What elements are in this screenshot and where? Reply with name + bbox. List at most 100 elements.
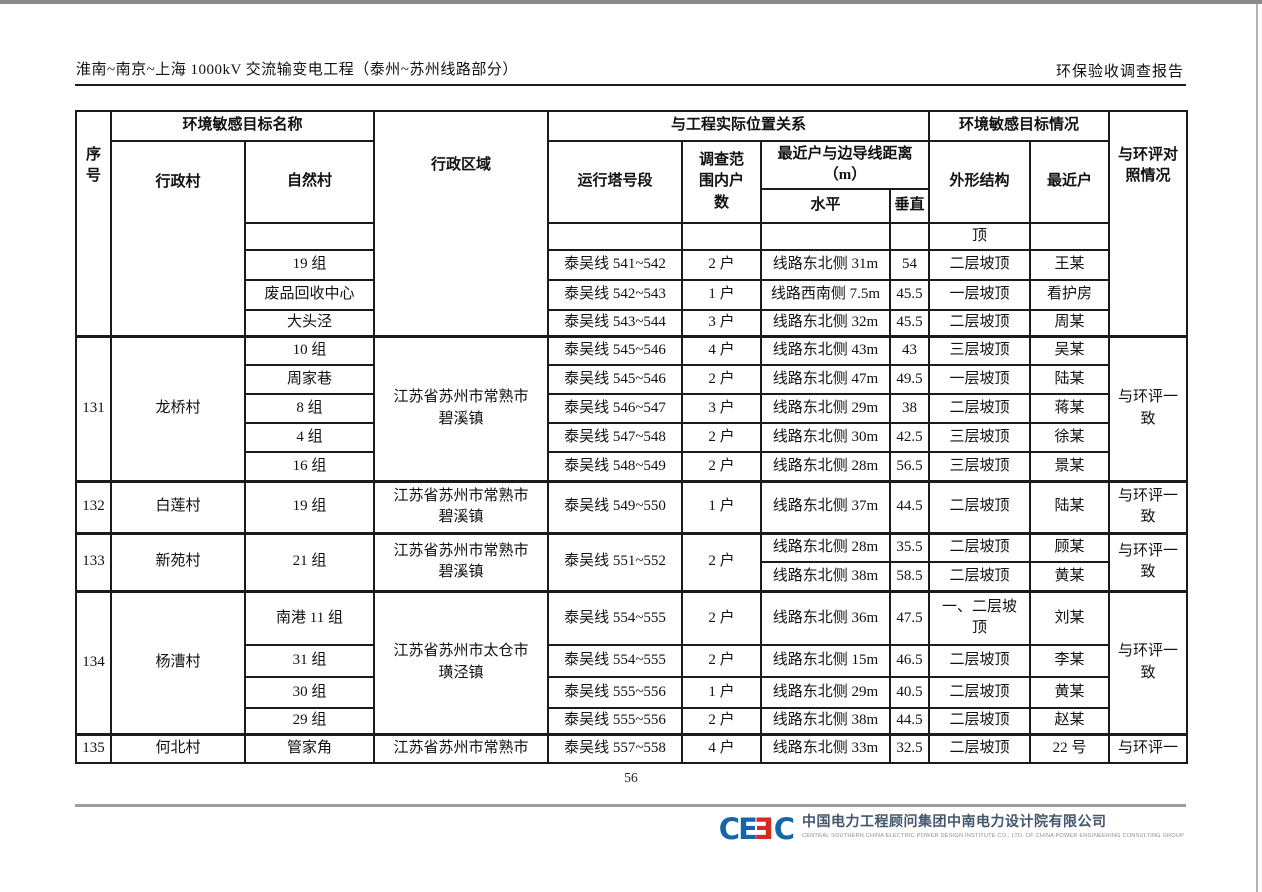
cell-nearest-household: 吴某 — [1029, 334, 1110, 366]
header-divider — [75, 84, 1186, 86]
cell-admin-region: 江苏省苏州市常熟市 碧溪镇 — [373, 479, 549, 534]
header-status-group: 环境敏感目标情况 — [928, 110, 1110, 142]
table-row: 8 组 泰吴线 546~547 3 户 线路东北侧 29m 38 二层坡顶 蒋某 — [76, 393, 1187, 424]
cell-nearest-household: 陆某 — [1029, 479, 1110, 534]
cell-horizontal-distance: 线路西南侧 7.5m — [760, 279, 891, 311]
header-label: 行政村 — [155, 174, 201, 191]
cell-tower-section: 泰吴线 548~549 — [547, 451, 683, 482]
table-row: 31 组 泰吴线 554~555 2 户 线路东北侧 15m 46.5 二层坡顶… — [76, 644, 1187, 678]
cell-structure: 二层坡顶 — [928, 479, 1031, 534]
cell-vertical-distance: 49.5 — [889, 364, 930, 395]
page-top-border — [0, 0, 1262, 4]
cell-household-count: 2 户 — [681, 249, 762, 281]
cell-household-count: 2 户 — [681, 707, 762, 735]
cell-natural-village: 21 组 — [244, 531, 375, 592]
cell-structure: 二层坡顶 — [928, 732, 1031, 764]
cell-household-count: 2 户 — [681, 422, 762, 453]
cell-natural-village: 16 组 — [244, 451, 375, 482]
header-label: 序 号 — [85, 146, 101, 184]
table-row: 133 新苑村 21 组 江苏省苏州市常熟市 碧溪镇 泰吴线 551~552 2… — [75, 531, 1188, 592]
cell-structure: 一层坡顶 — [928, 279, 1031, 311]
cell-natural-village: 管家角 — [244, 732, 375, 764]
cell-structure: 三层坡顶 — [928, 334, 1031, 366]
header-label: 行政区域 — [430, 157, 491, 174]
cell-eia-comparison: 与环评一 致 — [1108, 479, 1188, 534]
cell-nearest-household: 顾某 — [1029, 531, 1110, 563]
cell-admin-village: 何北村 — [110, 732, 246, 764]
cell-nearest-household: 王某 — [1029, 249, 1110, 281]
report-type: 环保验收调查报告 — [1055, 64, 1184, 80]
header-structure: 外形结构 — [928, 140, 1031, 224]
cell-tower-section: 泰吴线 551~552 — [547, 531, 683, 592]
cell-household-count — [681, 222, 762, 251]
cell-tower-section: 泰吴线 557~558 — [547, 732, 683, 764]
cell-household-count: 2 户 — [681, 531, 762, 592]
cell-serial-number: 135 — [75, 732, 112, 764]
cell-natural-village: 19 组 — [244, 479, 375, 534]
table-row: 29 组 泰吴线 555~556 2 户 线路东北侧 38m 44.5 二层坡顶… — [76, 707, 1187, 735]
table-row: 序 号 环境敏感目标名称 行政区域 与工程实际位置关系 环境敏感目标情况 与环评… — [75, 110, 1188, 337]
header-eia-comparison: 与环评对 照情况 — [1108, 110, 1188, 337]
cell-tower-section: 泰吴线 541~542 — [547, 249, 683, 281]
cell-tower-section: 泰吴线 546~547 — [547, 393, 683, 424]
table-row: 顶 — [76, 222, 1187, 251]
cell-structure: 顶 — [928, 222, 1031, 251]
cell-tower-section: 泰吴线 547~548 — [547, 422, 683, 453]
cell-horizontal-distance: 线路东北侧 29m — [760, 676, 891, 709]
header-nearest-household: 最近户 — [1029, 140, 1110, 224]
cell-nearest-household: 周某 — [1029, 309, 1110, 337]
cell-admin-village: 白莲村 — [110, 479, 246, 534]
cell-household-count: 4 户 — [681, 732, 762, 764]
cell-structure: 二层坡顶 — [928, 676, 1031, 709]
cell-vertical-distance: 42.5 — [889, 422, 930, 453]
cell-tower-section: 泰吴线 545~546 — [547, 364, 683, 395]
cell-tower-section: 泰吴线 555~556 — [547, 676, 683, 709]
logo-letter-reversed-e: E — [755, 812, 774, 846]
header-admin-village: 行政村 — [110, 140, 246, 337]
cell-vertical-distance: 38 — [889, 393, 930, 424]
table-row: 行政村 自然村 运行塔号段 调查范 围内户 数 最近户与边导线距离 （m） 外形… — [76, 140, 1187, 337]
cell-horizontal-distance: 线路东北侧 47m — [760, 364, 891, 395]
header-natural-village: 自然村 — [244, 140, 375, 224]
cell-horizontal-distance: 线路东北侧 28m — [760, 531, 891, 563]
header-vertical-distance: 垂直 — [889, 188, 930, 224]
table-row: 大头泾 泰吴线 543~544 3 户 线路东北侧 32m 45.5 二层坡顶 … — [76, 309, 1187, 337]
cell-structure: 二层坡顶 — [928, 644, 1031, 678]
cell-vertical-distance: 43 — [889, 334, 930, 366]
cell-horizontal-distance — [760, 222, 891, 251]
cell-tower-section: 泰吴线 542~543 — [547, 279, 683, 311]
cell-natural-village: 19 组 — [244, 249, 375, 281]
cell-natural-village: 大头泾 — [244, 309, 375, 337]
cell-vertical-distance: 45.5 — [889, 309, 930, 337]
cell-tower-section — [547, 222, 683, 251]
company-name-en: CENTRAL SOUTHERN CHINA ELECTRIC POWER DE… — [801, 832, 1184, 839]
cell-nearest-household: 看护房 — [1029, 279, 1110, 311]
company-name-block: 中国电力工程顾问集团中南电力设计院有限公司 CENTRAL SOUTHERN C… — [802, 813, 1184, 839]
cell-natural-village: 4 组 — [244, 422, 375, 453]
cell-natural-village: 周家巷 — [244, 364, 375, 395]
table-row: 线路东北侧 38m 58.5 二层坡顶 黄某 — [76, 561, 1187, 592]
logo-letter: C — [773, 812, 795, 846]
cell-eia-comparison: 与环评一 致 — [1108, 531, 1188, 592]
cell-tower-section: 泰吴线 554~555 — [547, 589, 683, 646]
cell-vertical-distance: 44.5 — [889, 479, 930, 534]
table-row: 16 组 泰吴线 548~549 2 户 线路东北侧 28m 56.5 三层坡顶… — [76, 451, 1187, 482]
table-row: 4 组 泰吴线 547~548 2 户 线路东北侧 30m 42.5 三层坡顶 … — [76, 422, 1187, 453]
cell-natural-village: 31 组 — [244, 644, 375, 678]
footer-divider — [75, 804, 1186, 807]
cell-structure: 一、二层坡 顶 — [928, 589, 1031, 646]
cell-household-count: 3 户 — [681, 393, 762, 424]
cell-vertical-distance: 54 — [889, 249, 930, 281]
cell-structure: 三层坡顶 — [928, 451, 1031, 482]
cell-household-count: 1 户 — [681, 279, 762, 311]
cell-tower-section: 泰吴线 554~555 — [547, 644, 683, 678]
cell-nearest-household: 李某 — [1029, 644, 1110, 678]
cell-eia-comparison: 与环评一 — [1108, 732, 1188, 764]
cell-eia-comparison: 与环评一 致 — [1108, 589, 1188, 735]
cell-horizontal-distance: 线路东北侧 28m — [760, 451, 891, 482]
header-distance-group: 最近户与边导线距离 （m） — [760, 140, 930, 190]
cell-admin-region: 江苏省苏州市常熟市 碧溪镇 — [373, 334, 549, 482]
table-row: 131 龙桥村 10 组 江苏省苏州市常熟市 碧溪镇 泰吴线 545~546 4… — [75, 334, 1188, 482]
header-household-count: 调查范 围内户 数 — [681, 140, 762, 224]
